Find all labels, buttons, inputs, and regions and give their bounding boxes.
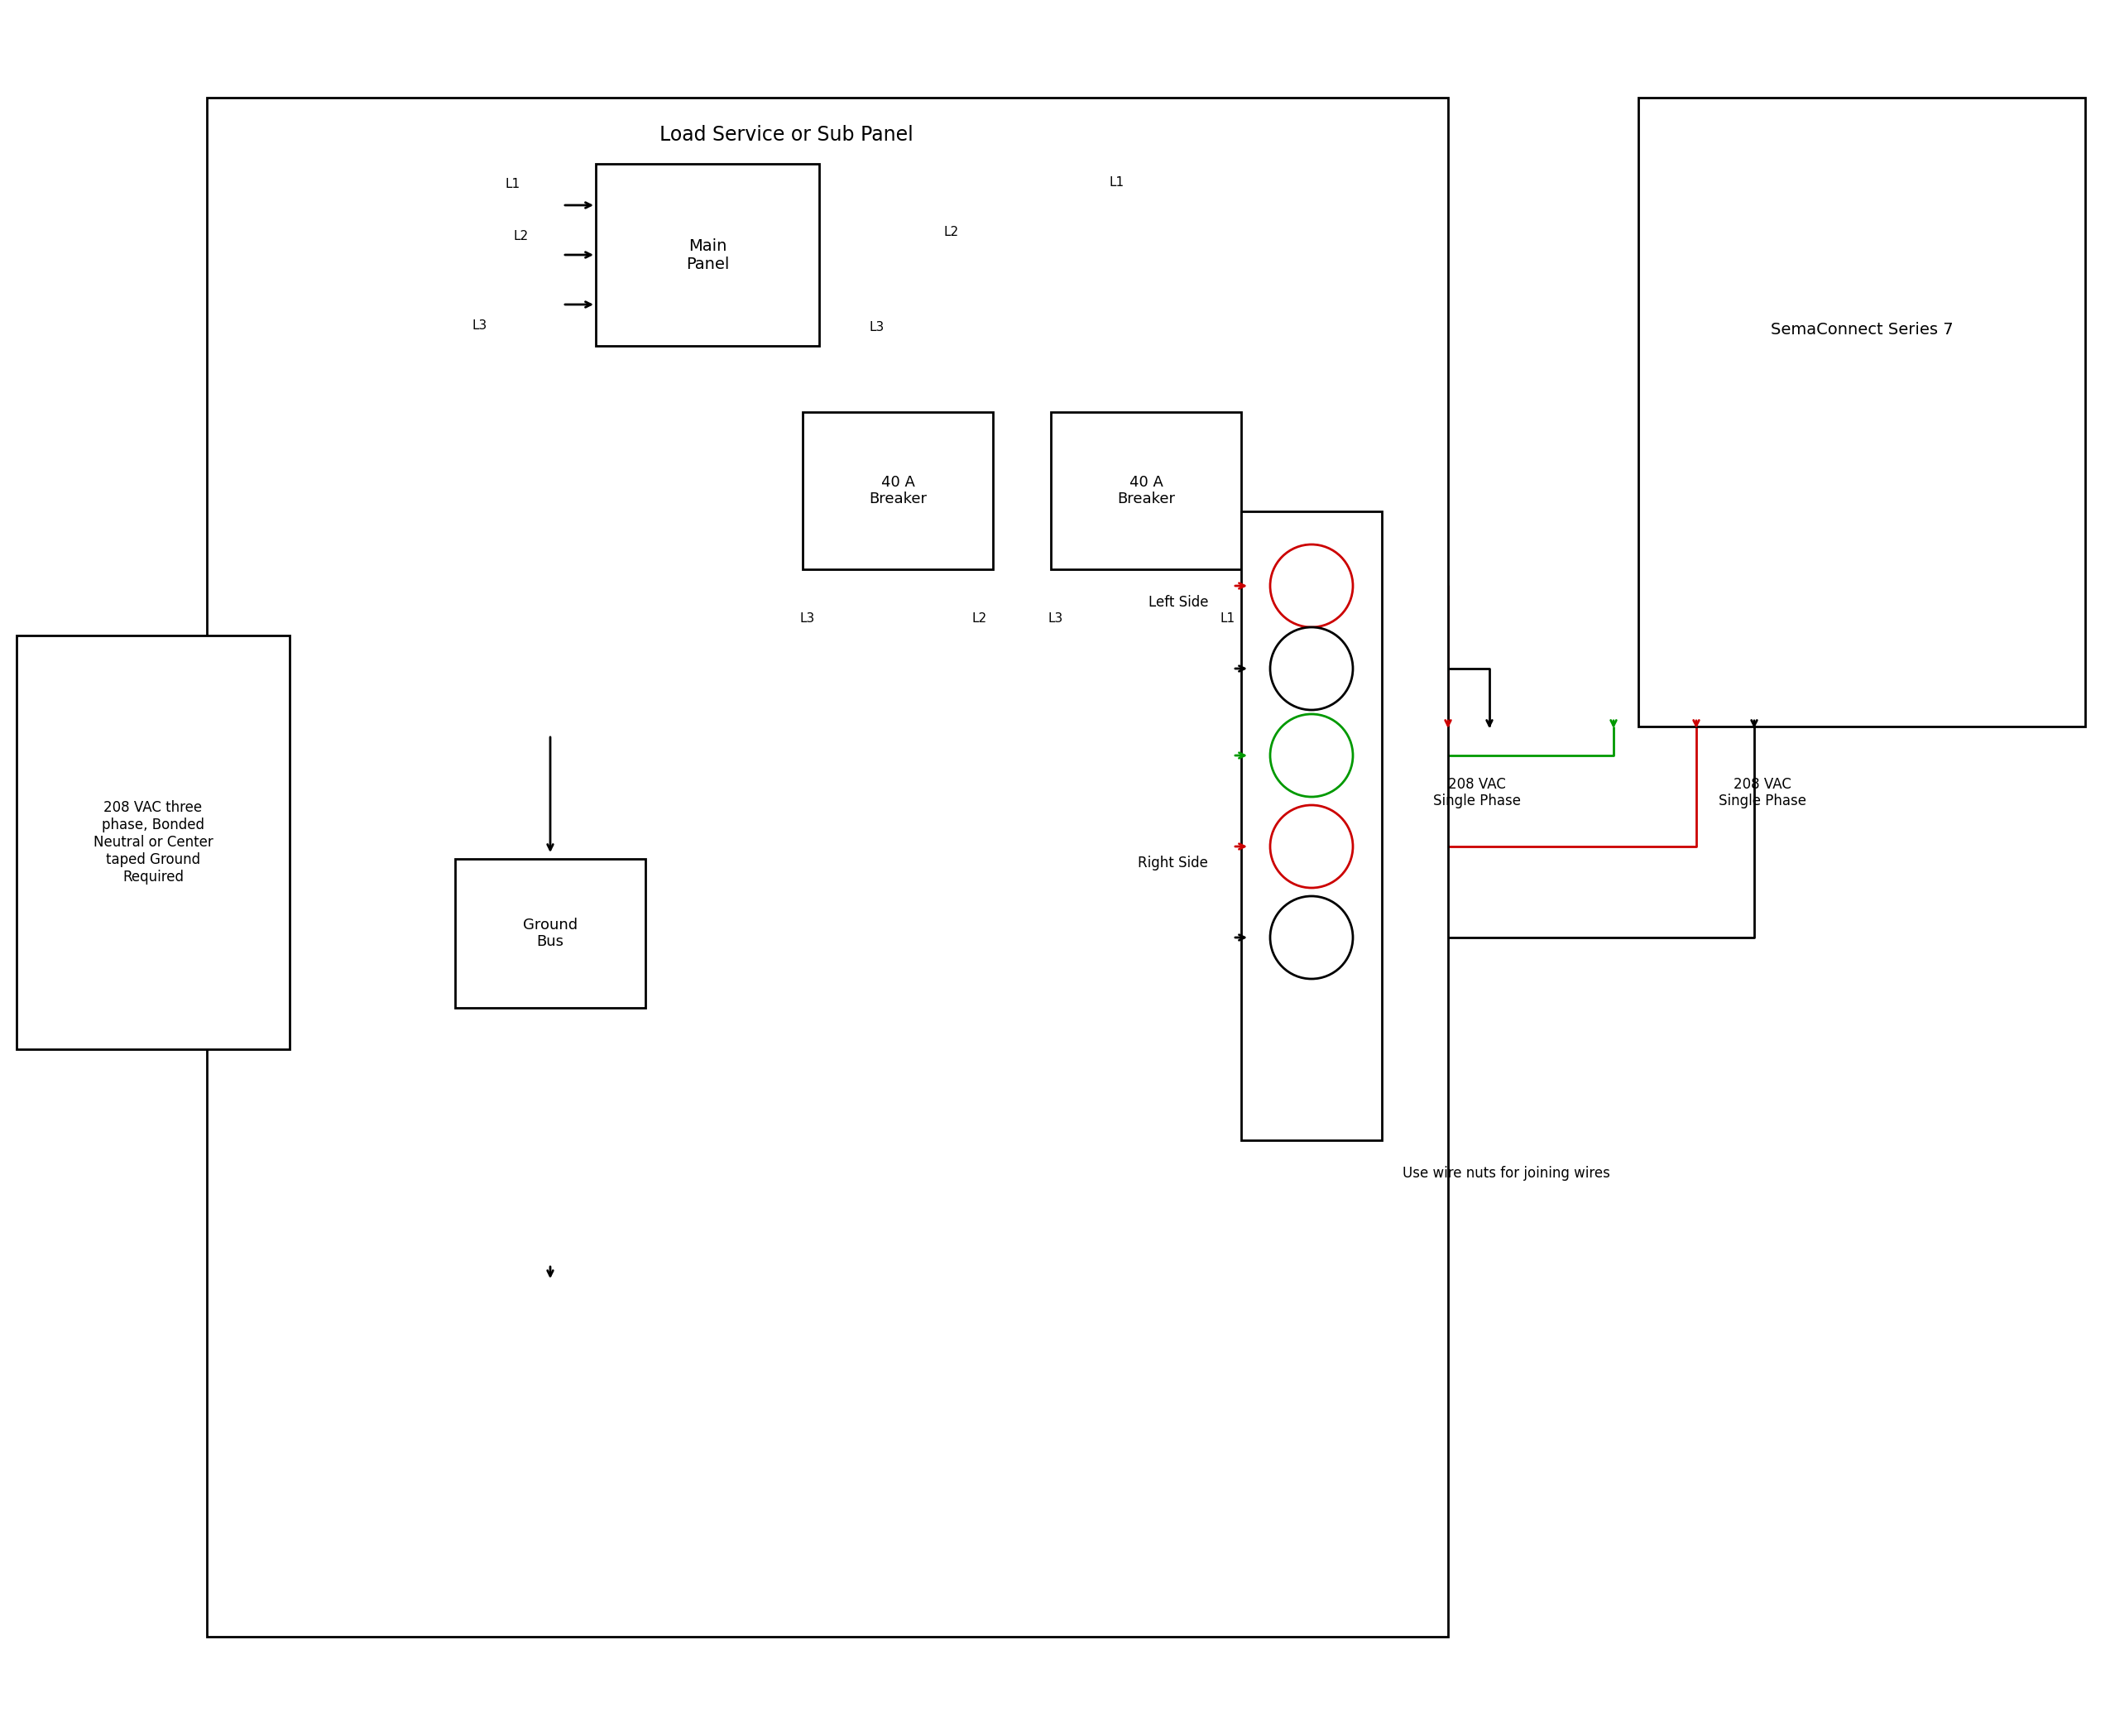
Text: Right Side: Right Side [1137,856,1209,870]
Bar [1241,512,1382,1141]
Text: Load Service or Sub Panel: Load Service or Sub Panel [658,125,914,144]
Text: L1: L1 [506,177,521,191]
Text: L1: L1 [1220,613,1236,625]
Bar [802,411,994,569]
Text: L2: L2 [973,613,987,625]
Text: Main
Panel: Main Panel [686,238,730,273]
Bar [1637,97,2085,726]
Text: SemaConnect Series 7: SemaConnect Series 7 [1770,321,1954,337]
Text: L1: L1 [1110,177,1125,189]
Text: L3: L3 [800,613,814,625]
Bar [1051,411,1241,569]
Text: L3: L3 [1049,613,1063,625]
Text: L3: L3 [869,321,884,333]
Text: 208 VAC three
phase, Bonded
Neutral or Center
taped Ground
Required: 208 VAC three phase, Bonded Neutral or C… [93,800,213,884]
Text: L3: L3 [473,319,487,332]
Text: Ground
Bus: Ground Bus [523,917,578,950]
Text: L2: L2 [943,226,958,238]
Bar [595,163,819,345]
Text: 208 VAC
Single Phase: 208 VAC Single Phase [1433,776,1521,809]
Bar [17,635,289,1049]
Text: Use wire nuts for joining wires: Use wire nuts for joining wires [1403,1167,1610,1180]
Circle shape [1270,713,1353,797]
Circle shape [1270,806,1353,887]
Text: 40 A
Breaker: 40 A Breaker [869,474,926,507]
Text: Left Side: Left Side [1148,595,1209,609]
Bar [456,859,646,1009]
Circle shape [1270,627,1353,710]
Circle shape [1270,896,1353,979]
Text: L2: L2 [513,231,528,243]
Text: 208 VAC
Single Phase: 208 VAC Single Phase [1720,776,1806,809]
Circle shape [1270,545,1353,627]
Bar [207,97,1447,1637]
Text: 40 A
Breaker: 40 A Breaker [1116,474,1175,507]
